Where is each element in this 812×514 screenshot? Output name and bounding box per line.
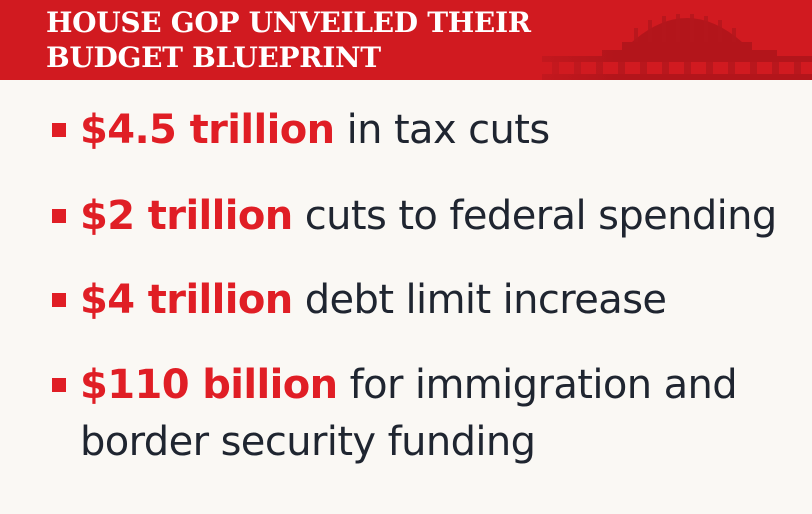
item-text: $110 billion for immigration and border s… xyxy=(80,357,738,471)
header-banner: HOUSE GOP UNVEILED THEIR BUDGET BLUEPRIN… xyxy=(0,0,812,80)
item-text: $4 trillion debt limit increase xyxy=(80,272,667,329)
square-bullet-icon xyxy=(52,123,66,137)
item-amount: $4.5 trillion xyxy=(80,107,335,153)
square-bullet-icon xyxy=(52,209,66,223)
title-line-1: HOUSE GOP UNVEILED THEIR xyxy=(46,6,531,39)
item-description: debt limit increase xyxy=(292,277,667,323)
item-amount: $110 billion xyxy=(80,362,338,408)
item-description-line-2: border security funding xyxy=(80,419,536,465)
title-line-2: BUDGET BLUEPRINT xyxy=(46,41,381,74)
item-amount: $2 trillion xyxy=(80,193,293,239)
item-text: $4.5 trillion in tax cuts xyxy=(80,102,550,159)
item-amount: $4 trillion xyxy=(80,277,293,323)
item-description: in tax cuts xyxy=(334,107,551,153)
capitol-building-icon xyxy=(482,0,812,80)
item-description: for immigration and xyxy=(337,362,738,408)
square-bullet-icon xyxy=(52,378,66,392)
page-title: HOUSE GOP UNVEILED THEIR BUDGET BLUEPRIN… xyxy=(46,5,531,75)
square-bullet-icon xyxy=(52,293,66,307)
item-text: $2 trillion cuts to federal spending xyxy=(80,188,777,245)
item-description: cuts to federal spending xyxy=(292,193,778,239)
